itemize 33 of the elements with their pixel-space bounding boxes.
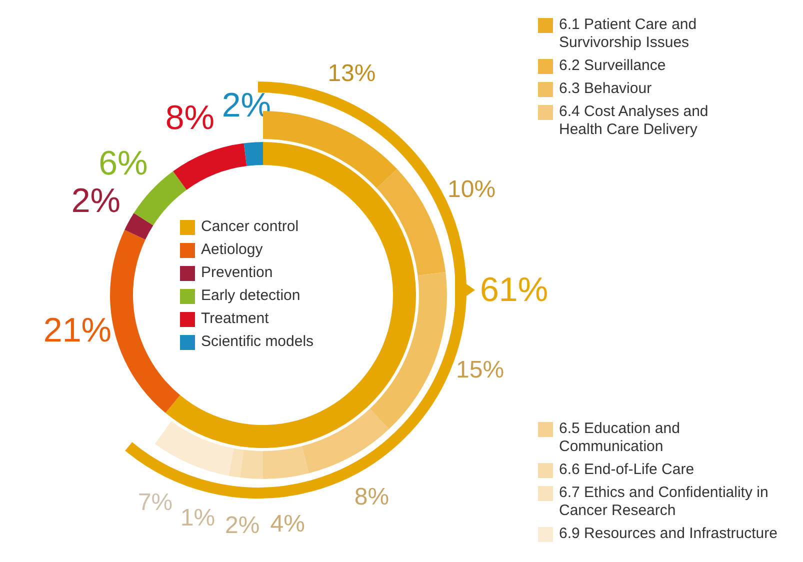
data-label: 15% xyxy=(456,356,504,384)
legend-label: Treatment xyxy=(201,310,269,328)
data-label: 7% xyxy=(138,488,173,516)
donut-slice xyxy=(110,230,180,413)
data-label: 10% xyxy=(448,176,496,204)
legend-label: Cancer control xyxy=(201,218,299,236)
data-label: 6% xyxy=(98,144,148,182)
legend-label: 6.1 Patient Care and Survivorship Issues xyxy=(559,16,698,52)
legend-label: 6.9 Resources and Infrastructure xyxy=(559,525,778,543)
legend-label: 6.2 Surveillance xyxy=(559,57,666,75)
legend-label: Aetiology xyxy=(201,241,263,259)
donut-slice xyxy=(173,143,247,190)
legend-label: 6.4 Cost Analyses and Health Care Delivery xyxy=(559,103,710,139)
legend-label: 6.5 Education and Communication xyxy=(559,420,681,456)
legend-label: 6.6 End-of-Life Care xyxy=(559,461,694,479)
legend-label: 6.7 Ethics and Confidentiality in Cancer Research xyxy=(559,484,770,520)
legend-label: Early detection xyxy=(201,287,300,305)
legend-label: 6.3 Behaviour xyxy=(559,80,652,98)
legend-label: Scientific models xyxy=(201,333,314,351)
data-label: 13% xyxy=(328,60,376,87)
donut-slice xyxy=(244,142,263,166)
data-label: 8% xyxy=(165,98,214,137)
data-label: 2% xyxy=(225,512,260,539)
data-label: 2% xyxy=(71,182,120,220)
donut-slice xyxy=(165,142,416,448)
data-label: 1% xyxy=(180,504,216,532)
donut-slice xyxy=(124,213,154,240)
data-label: 61% xyxy=(480,271,548,309)
data-label: 21% xyxy=(43,311,112,350)
data-label: 8% xyxy=(354,483,390,510)
legend-label: Prevention xyxy=(201,264,273,282)
data-label: 2% xyxy=(222,86,271,124)
data-label: 4% xyxy=(270,510,305,538)
